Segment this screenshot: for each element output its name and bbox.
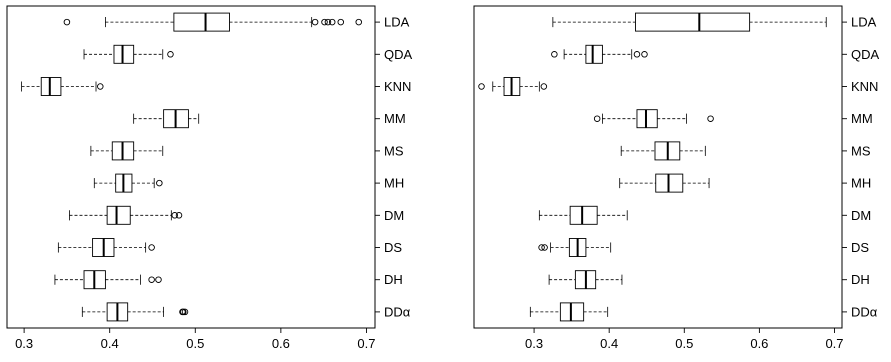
boxplot-ddα [529, 302, 609, 322]
boxplot-mm [593, 109, 714, 129]
interquartile-box [40, 77, 62, 96]
interquartile-box [635, 12, 751, 32]
boxplot-qda [551, 44, 648, 64]
plot-frame [6, 5, 376, 329]
boxplot-dm [69, 205, 183, 225]
outlier-point [181, 308, 189, 316]
x-tick-label: 0.7 [825, 336, 843, 351]
outlier-point [355, 18, 362, 26]
right-boxplot-panel: LDA QDA KNN MM MS MH DM DS DH DDα 0.3 0.4 0.5 0.6 0.7 [473, 5, 880, 351]
plot-frame [473, 5, 843, 329]
boxplot-qda [83, 44, 174, 64]
category-label: MM [384, 111, 406, 126]
outlier-point [175, 212, 183, 219]
category-label: DDα [384, 304, 411, 319]
boxplot-ms [90, 141, 164, 161]
outlier-point [167, 51, 174, 58]
category-label: DDα [851, 304, 878, 319]
boxplot-mh [619, 173, 710, 193]
boxplot-dh [54, 270, 162, 290]
interquartile-box [585, 44, 603, 64]
outlier-point [633, 51, 641, 58]
interquartile-box [636, 109, 658, 129]
outlier-point [180, 308, 187, 316]
outlier-point [707, 115, 714, 122]
category-label: MM [851, 111, 873, 126]
category-label: MS [851, 143, 871, 158]
boxplot-mm [133, 109, 200, 129]
boxplot-ddα [81, 302, 189, 322]
category-label: LDA [384, 15, 410, 30]
x-tick-label: 0.5 [675, 336, 693, 351]
x-tick-label: 0.4 [600, 336, 618, 351]
outlier-point [97, 83, 104, 90]
boxplot-mh [93, 173, 163, 193]
outlier-point [148, 244, 155, 251]
outlier-point [478, 83, 485, 90]
boxplot-ms [620, 141, 706, 161]
interquartile-box [173, 12, 230, 32]
boxplot-ds [57, 238, 155, 257]
category-label: QDA [384, 47, 413, 62]
category-label: DH [384, 272, 403, 287]
x-tick-label: 0.7 [357, 336, 375, 351]
outlier-point [551, 51, 558, 58]
x-tick-label: 0.3 [15, 336, 33, 351]
category-label: MH [384, 176, 404, 191]
boxplot-knn [478, 77, 548, 96]
boxplot-ds [538, 238, 612, 257]
interquartile-box [113, 44, 135, 64]
outlier-point [155, 276, 162, 283]
boxplot-dh [548, 270, 623, 290]
outlier-point [328, 18, 336, 26]
boxplot-lda [63, 12, 362, 32]
x-tick-label: 0.6 [272, 336, 290, 351]
boxplot-lda [552, 12, 827, 32]
category-label: DH [851, 272, 870, 287]
boxplot-knn [21, 77, 104, 96]
category-label: MH [851, 176, 871, 191]
category-label: DM [851, 208, 871, 223]
x-tick-label: 0.3 [525, 336, 543, 351]
boxplot-dm [538, 205, 628, 225]
category-label: DS [384, 240, 402, 255]
outlier-point [311, 18, 319, 26]
outlier-point [641, 51, 648, 58]
interquartile-box [559, 302, 585, 322]
interquartile-box [569, 205, 598, 225]
outlier-point [171, 212, 178, 219]
outlier-point [321, 18, 328, 26]
outlier-point [538, 244, 545, 251]
category-label: LDA [851, 15, 877, 30]
outlier-point [63, 18, 71, 26]
x-tick-label: 0.6 [750, 336, 768, 351]
outlier-point [541, 244, 548, 251]
category-label: KNN [384, 79, 411, 94]
outlier-point [593, 115, 601, 122]
outlier-point [337, 18, 345, 26]
category-label: MS [384, 143, 404, 158]
x-tick-label: 0.4 [101, 336, 119, 351]
outlier-point [148, 276, 155, 283]
category-label: QDA [851, 47, 880, 62]
category-label: DM [384, 208, 404, 223]
x-tick-label: 0.5 [186, 336, 204, 351]
category-label: DS [851, 240, 869, 255]
outlier-point [540, 83, 548, 90]
left-boxplot-panel: LDA QDA KNN MM MS MH DM DS DH DDα 0.3 0.4 0.5 0.6 0.7 [6, 5, 413, 351]
interquartile-box [106, 205, 131, 225]
category-label: KNN [851, 79, 878, 94]
outlier-point [324, 18, 332, 26]
outlier-point [156, 179, 163, 187]
